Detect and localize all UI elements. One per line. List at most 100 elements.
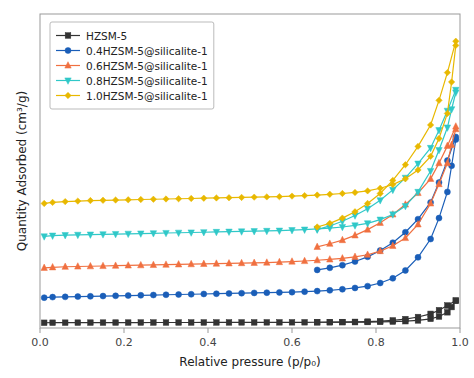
point <box>327 240 333 246</box>
point <box>402 267 408 273</box>
point <box>264 320 270 326</box>
series <box>41 298 458 326</box>
point <box>264 290 270 296</box>
point <box>138 231 144 237</box>
point <box>444 69 450 75</box>
point <box>453 298 459 304</box>
point <box>327 319 333 325</box>
point <box>339 255 345 261</box>
point <box>113 293 119 299</box>
point <box>314 319 320 325</box>
point <box>352 319 358 325</box>
legend-marker <box>65 62 71 68</box>
point <box>289 228 295 234</box>
point <box>428 236 434 242</box>
point <box>339 286 345 292</box>
point <box>415 314 421 320</box>
point <box>41 264 47 270</box>
point <box>339 215 345 221</box>
point <box>62 294 68 300</box>
point <box>251 229 257 235</box>
point <box>100 293 106 299</box>
point <box>352 253 358 259</box>
x-axis-label: Relative pressure (p/p₀) <box>179 355 320 369</box>
x-tick <box>208 328 209 333</box>
point <box>352 232 358 238</box>
point <box>314 267 320 273</box>
point <box>415 167 421 173</box>
point <box>327 256 333 262</box>
legend: HZSM-50.4HZSM-5@silicalite-10.6HZSM-5@si… <box>50 22 214 109</box>
point <box>352 209 358 215</box>
series-line <box>44 45 456 203</box>
legend-marker <box>65 48 71 54</box>
point <box>340 319 346 325</box>
point <box>163 261 169 267</box>
point <box>289 193 295 199</box>
point <box>436 147 442 153</box>
y-axis-label: Quantity Adsorbed (cm³/g) <box>15 91 29 251</box>
point <box>150 261 156 267</box>
point <box>352 285 358 291</box>
point <box>264 194 270 200</box>
point <box>201 230 207 236</box>
point <box>340 319 346 325</box>
point <box>100 320 106 326</box>
point <box>277 320 283 326</box>
series <box>41 125 459 270</box>
legend-marker <box>65 92 71 98</box>
point <box>377 318 383 324</box>
point <box>427 153 433 159</box>
point <box>314 319 320 325</box>
series <box>41 42 459 206</box>
point <box>352 223 358 229</box>
point <box>163 320 169 326</box>
point <box>175 230 181 236</box>
point <box>239 290 245 296</box>
legend-label: 0.8HZSM-5@silicalite-1 <box>86 75 208 87</box>
legend-marker <box>65 33 71 39</box>
point <box>112 197 118 203</box>
point <box>264 259 270 265</box>
series <box>41 90 459 240</box>
point <box>163 292 169 298</box>
legend-marker <box>65 78 71 84</box>
point <box>238 229 244 235</box>
point <box>100 197 106 203</box>
point <box>453 38 459 44</box>
point <box>314 192 320 198</box>
point <box>415 143 421 149</box>
point <box>327 220 333 226</box>
point <box>62 233 68 239</box>
point <box>445 303 451 309</box>
point <box>125 293 131 299</box>
point <box>436 159 442 165</box>
series-line <box>317 41 456 227</box>
point <box>201 195 207 201</box>
point <box>213 195 219 201</box>
point <box>251 259 257 265</box>
point <box>301 227 307 233</box>
point <box>377 280 383 286</box>
point <box>176 292 182 298</box>
point <box>377 247 383 253</box>
point <box>390 318 396 324</box>
x-tick <box>292 328 293 333</box>
point <box>339 236 345 242</box>
point <box>226 320 232 326</box>
point <box>238 194 244 200</box>
point <box>364 206 370 212</box>
point <box>444 159 450 165</box>
point <box>41 295 47 301</box>
point <box>453 298 459 304</box>
point <box>390 177 396 183</box>
point <box>49 263 55 269</box>
point <box>377 190 383 196</box>
series-line <box>317 301 456 323</box>
point <box>49 199 55 205</box>
point <box>339 190 345 196</box>
point <box>302 289 308 295</box>
series-line <box>44 301 456 323</box>
point <box>188 320 194 326</box>
point <box>428 199 434 205</box>
